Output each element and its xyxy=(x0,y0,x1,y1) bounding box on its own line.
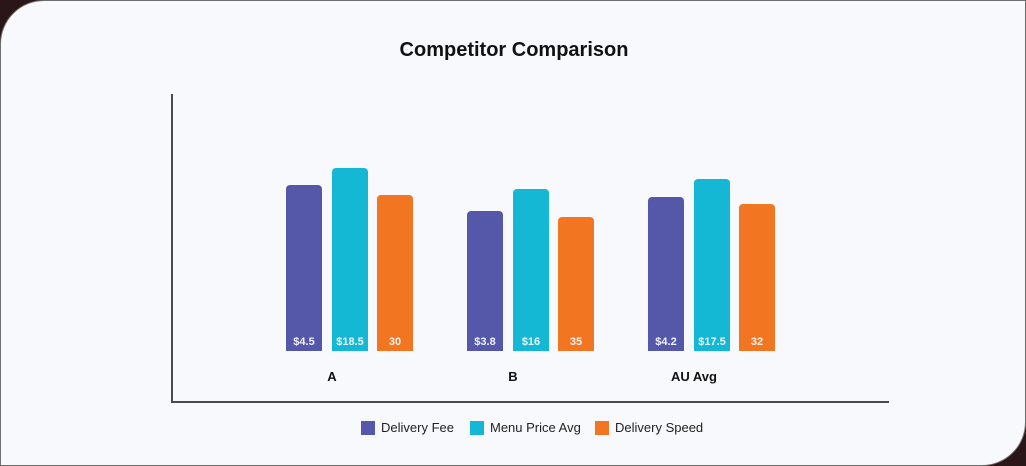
bar-value-label: $4.2 xyxy=(655,336,677,348)
bar-value-label: $18.5 xyxy=(336,336,364,348)
bar-delivery-speed-a: 30 xyxy=(377,195,413,351)
legend-swatch-icon xyxy=(470,420,484,435)
bar-value-label: $3.8 xyxy=(474,336,496,348)
bar-value-label: $4.5 xyxy=(293,336,315,348)
bar-delivery-fee-au-avg: $4.2 xyxy=(648,197,684,351)
bar-delivery-speed-b: 35 xyxy=(558,217,594,351)
bar-menu-price-avg-a: $18.5 xyxy=(332,168,368,351)
legend: Delivery Fee Menu Price Avg Delivery Speed xyxy=(1,420,1026,438)
legend-item: Delivery Fee xyxy=(361,420,454,435)
category-label: AU Avg xyxy=(671,369,717,384)
category-label: B xyxy=(508,369,518,384)
bar-value-label: $16 xyxy=(521,336,541,348)
bar-delivery-speed-au-avg: 32 xyxy=(739,204,775,351)
legend-label: Delivery Speed xyxy=(615,420,704,435)
y-axis xyxy=(171,94,173,403)
chart-title: Competitor Comparison xyxy=(399,39,629,61)
legend-swatch-icon xyxy=(595,420,609,435)
bar-menu-price-avg-b: $16 xyxy=(513,189,549,351)
bar-value-label: 30 xyxy=(388,336,402,348)
x-axis xyxy=(171,401,889,403)
bar-value-label: $17.5 xyxy=(698,336,726,348)
bar-value-label: 35 xyxy=(569,336,583,348)
legend-item: Menu Price Avg xyxy=(470,420,581,435)
legend-item: Delivery Speed xyxy=(595,420,703,435)
category-label: A xyxy=(327,369,337,384)
bar-delivery-fee-b: $3.8 xyxy=(467,211,503,351)
bar-menu-price-avg-au-avg: $17.5 xyxy=(694,179,730,351)
legend-swatch-icon xyxy=(361,420,375,435)
bar-delivery-fee-a: $4.5 xyxy=(286,185,322,351)
legend-label: Delivery Fee xyxy=(381,420,454,435)
bar-value-label: 32 xyxy=(750,336,764,348)
legend-label: Menu Price Avg xyxy=(490,420,581,435)
